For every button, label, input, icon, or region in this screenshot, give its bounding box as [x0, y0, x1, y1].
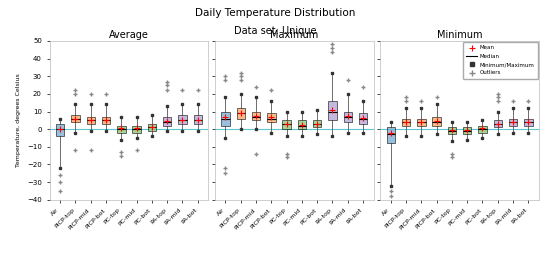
Title: Average: Average [109, 30, 149, 40]
PathPatch shape [133, 126, 141, 133]
PathPatch shape [102, 117, 110, 124]
Title: Minimum: Minimum [437, 30, 482, 40]
PathPatch shape [463, 127, 471, 134]
PathPatch shape [252, 112, 260, 120]
PathPatch shape [148, 124, 156, 131]
Text: Daily Temperature Distribution: Daily Temperature Distribution [195, 8, 355, 18]
PathPatch shape [417, 119, 426, 126]
Title: Maximum: Maximum [270, 30, 318, 40]
PathPatch shape [509, 119, 517, 126]
PathPatch shape [432, 117, 441, 126]
PathPatch shape [163, 117, 172, 126]
PathPatch shape [236, 108, 245, 119]
PathPatch shape [86, 117, 95, 124]
Y-axis label: Temperature, degrees Celsius: Temperature, degrees Celsius [16, 73, 21, 167]
PathPatch shape [72, 115, 80, 122]
PathPatch shape [178, 115, 186, 124]
Text: Data set: Unique: Data set: Unique [234, 26, 316, 36]
PathPatch shape [524, 119, 532, 126]
PathPatch shape [298, 120, 306, 129]
PathPatch shape [194, 115, 202, 124]
PathPatch shape [448, 127, 456, 134]
PathPatch shape [313, 120, 321, 127]
PathPatch shape [267, 113, 276, 122]
Legend: Mean, Median, Minimum/Maximum, Outliers: Mean, Median, Minimum/Maximum, Outliers [463, 42, 538, 79]
PathPatch shape [56, 124, 64, 136]
PathPatch shape [359, 113, 367, 124]
PathPatch shape [221, 112, 230, 126]
PathPatch shape [478, 126, 487, 133]
PathPatch shape [117, 126, 125, 133]
PathPatch shape [344, 112, 352, 122]
PathPatch shape [402, 119, 410, 126]
PathPatch shape [328, 101, 337, 120]
PathPatch shape [282, 120, 291, 129]
PathPatch shape [493, 120, 502, 127]
PathPatch shape [387, 127, 395, 143]
